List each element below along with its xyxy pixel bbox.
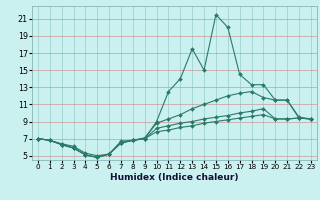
X-axis label: Humidex (Indice chaleur): Humidex (Indice chaleur) [110,173,239,182]
